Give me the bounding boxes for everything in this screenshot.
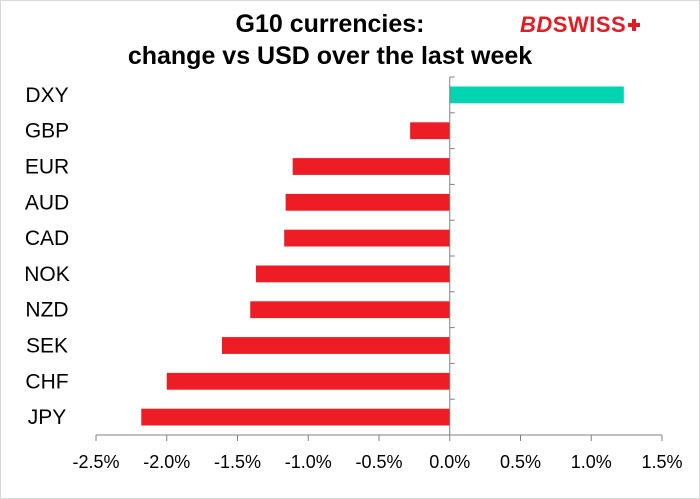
chart-title-line1: G10 currencies: <box>235 10 425 38</box>
x-tick-label: 0.0% <box>429 452 470 472</box>
category-label-chf: CHF <box>25 370 68 393</box>
bar-cad <box>284 229 450 247</box>
bar-jpy <box>141 408 450 426</box>
bar-gbp <box>410 122 450 140</box>
category-label-dxy: DXY <box>25 84 68 107</box>
category-label-sek: SEK <box>26 335 68 358</box>
category-label-eur: EUR <box>25 156 69 179</box>
x-tick-label: 1.0% <box>571 452 612 472</box>
category-label-cad: CAD <box>25 227 69 250</box>
chart-title-line2: change vs USD over the last week <box>127 42 533 70</box>
category-label-aud: AUD <box>25 191 69 214</box>
swiss-cross-icon <box>628 19 641 31</box>
category-label-nzd: NZD <box>25 299 68 322</box>
bar-aud <box>285 193 450 211</box>
x-tick-label: -2.0% <box>143 452 190 472</box>
bar-sek <box>221 337 450 354</box>
x-tick-label: 1.5% <box>641 452 682 472</box>
bar-nok <box>255 265 450 283</box>
category-label-jpy: JPY <box>28 406 67 429</box>
bdswiss-logo: BDSWISS <box>520 12 680 38</box>
bar-chf <box>166 372 450 390</box>
bar-dxy <box>449 86 624 104</box>
category-label-nok: NOK <box>24 263 70 286</box>
x-tick-label: -1.5% <box>214 452 261 472</box>
category-label-gbp: GBP <box>25 120 69 143</box>
x-tick-label: 0.5% <box>500 452 541 472</box>
x-tick-label: -1.0% <box>285 452 332 472</box>
bar-nzd <box>250 301 450 319</box>
bar-eur <box>292 158 450 175</box>
x-tick-label: -0.5% <box>355 452 402 472</box>
x-tick-label: -2.5% <box>72 452 119 472</box>
